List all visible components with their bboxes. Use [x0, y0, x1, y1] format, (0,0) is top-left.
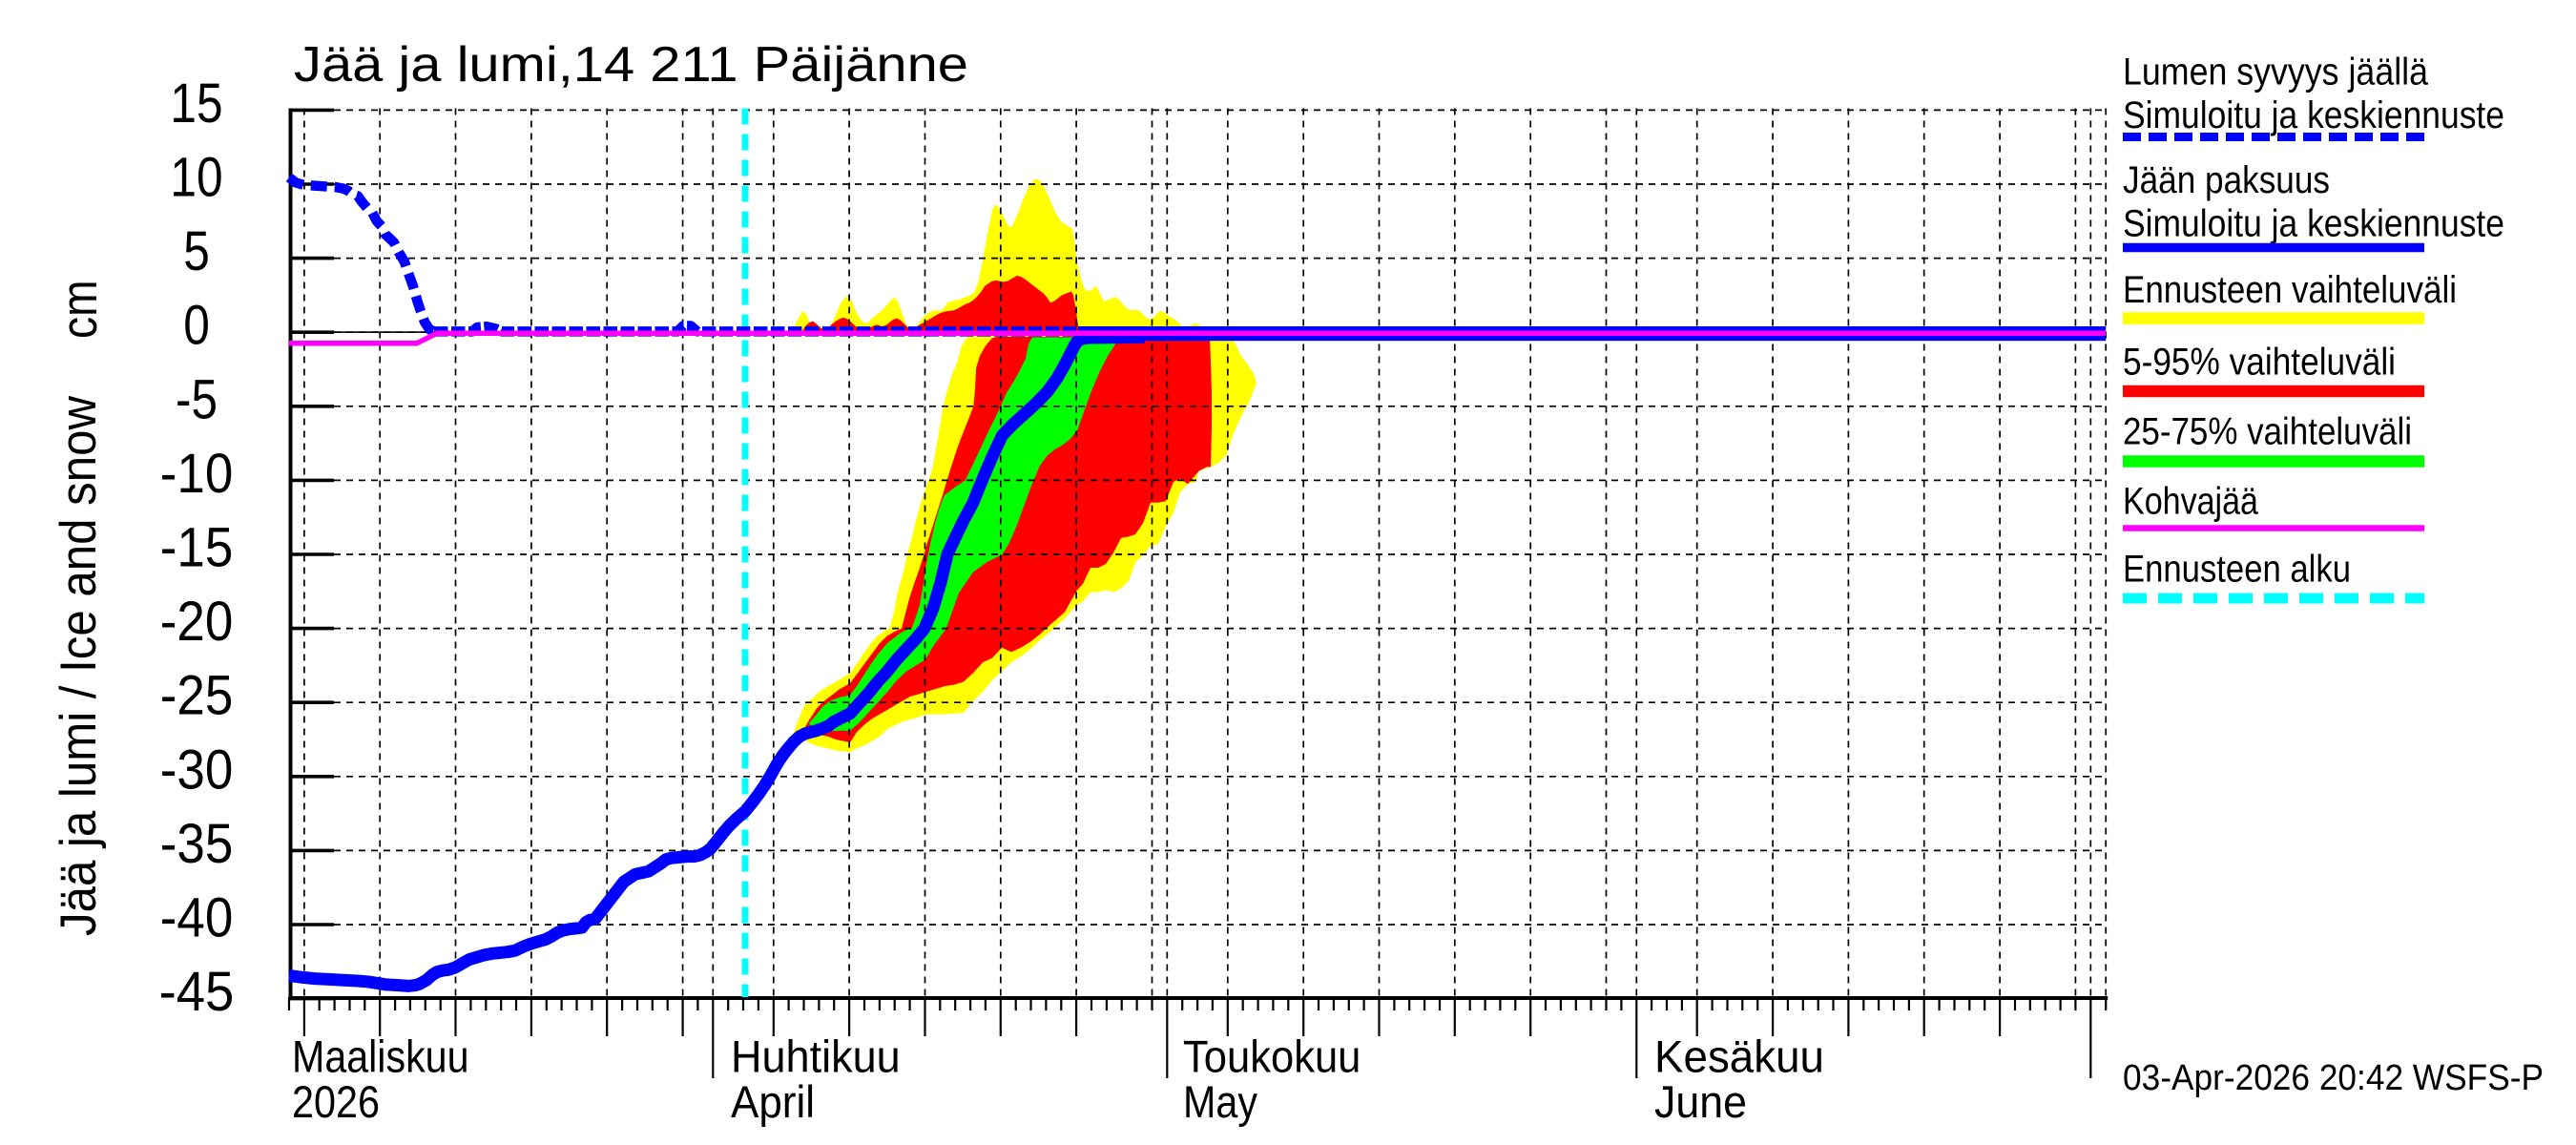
svg-text:Toukokuu: Toukokuu — [1183, 1032, 1361, 1083]
svg-text:03-Apr-2026 20:42 WSFS-P: 03-Apr-2026 20:42 WSFS-P — [2123, 1058, 2544, 1098]
svg-text:Maaliskuu: Maaliskuu — [292, 1032, 469, 1083]
svg-text:-30: -30 — [160, 739, 234, 801]
svg-text:-35: -35 — [160, 813, 234, 875]
svg-text:April: April — [731, 1077, 815, 1128]
svg-text:Jää ja lumi / Ice and snow: Jää ja lumi / Ice and snow — [51, 395, 107, 936]
svg-text:Jää ja lumi,14 211 Päijänne: Jää ja lumi,14 211 Päijänne — [294, 37, 968, 93]
svg-text:-15: -15 — [160, 517, 234, 579]
svg-text:-45: -45 — [159, 961, 235, 1023]
svg-text:-5: -5 — [176, 368, 218, 430]
svg-text:Simuloitu ja keskiennuste: Simuloitu ja keskiennuste — [2123, 203, 2504, 245]
svg-text:-20: -20 — [160, 591, 234, 653]
svg-text:Ennusteen alku: Ennusteen alku — [2123, 548, 2351, 590]
svg-text:10: 10 — [170, 147, 222, 209]
svg-text:Ennusteen vaihteluväli: Ennusteen vaihteluväli — [2123, 269, 2457, 311]
svg-text:-10: -10 — [160, 443, 234, 505]
svg-text:Kohvajää: Kohvajää — [2123, 481, 2258, 523]
svg-text:Huhtikuu: Huhtikuu — [731, 1032, 901, 1083]
svg-text:5-95% vaihteluväli: 5-95% vaihteluväli — [2123, 342, 2396, 384]
svg-text:25-75% vaihteluväli: 25-75% vaihteluväli — [2123, 411, 2412, 453]
svg-text:May: May — [1183, 1077, 1257, 1128]
svg-text:cm: cm — [52, 281, 108, 340]
svg-text:Lumen syvyys jäällä: Lumen syvyys jäällä — [2123, 51, 2428, 93]
svg-text:0: 0 — [183, 295, 210, 357]
svg-text:2026: 2026 — [292, 1077, 380, 1128]
svg-text:-25: -25 — [160, 665, 234, 727]
svg-text:15: 15 — [170, 73, 222, 135]
svg-text:Kesäkuu: Kesäkuu — [1654, 1032, 1824, 1083]
svg-text:Jään paksuus: Jään paksuus — [2123, 159, 2330, 201]
svg-text:Simuloitu ja keskiennuste: Simuloitu ja keskiennuste — [2123, 94, 2504, 136]
svg-text:June: June — [1654, 1077, 1747, 1128]
svg-text:5: 5 — [183, 220, 210, 282]
svg-text:-40: -40 — [160, 887, 234, 949]
